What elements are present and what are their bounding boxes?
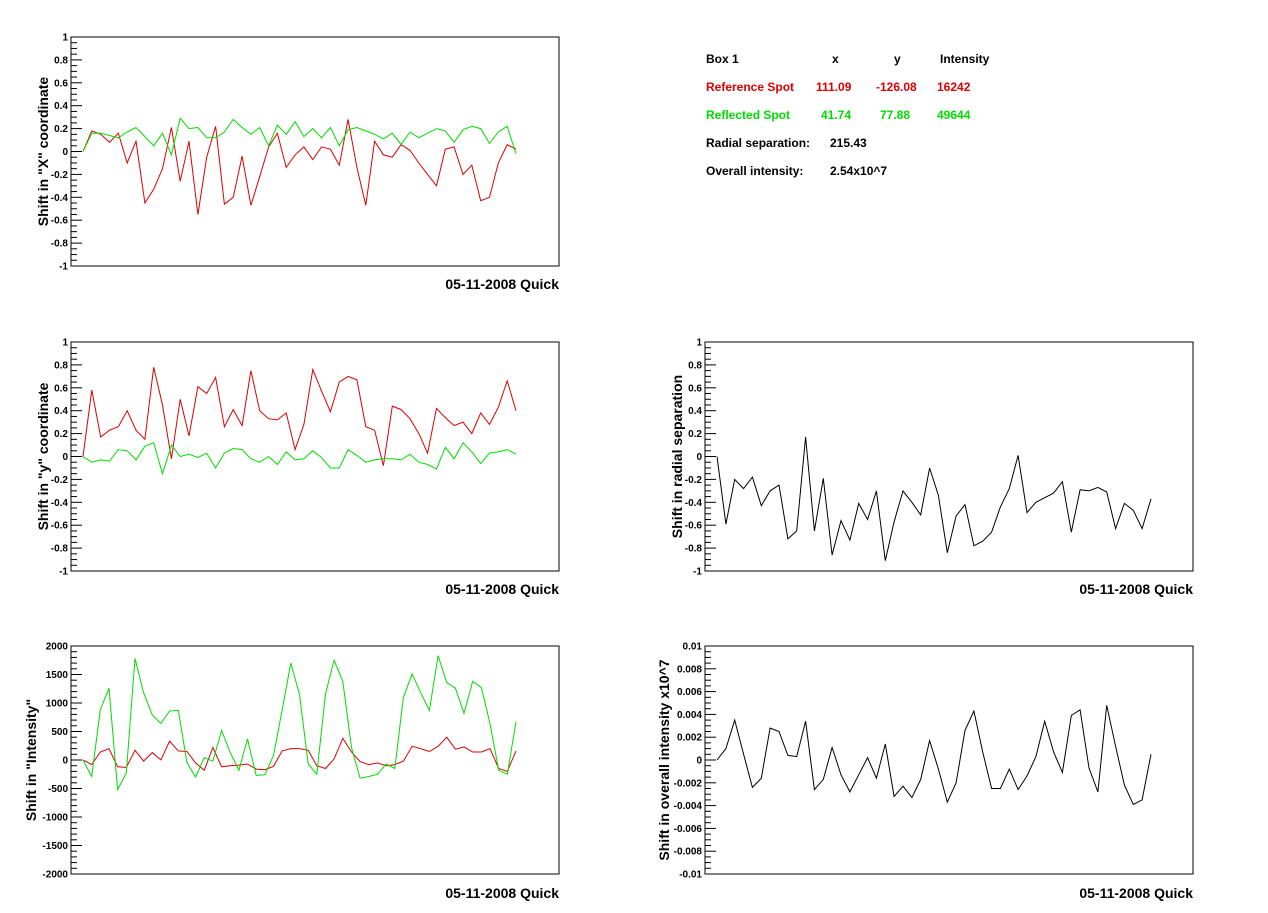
y-tick-label: 1 (62, 338, 68, 349)
y-tick-label: 0.4 (688, 406, 702, 417)
y-tick-label: 0.4 (54, 406, 68, 417)
y-tick-label: -0.004 (674, 801, 703, 812)
y-tick-label: -0.8 (51, 239, 69, 250)
y-tick-label: -1 (693, 567, 702, 578)
y-tick-label: 0.2 (54, 124, 68, 135)
y-axis-label: Shift in overall intensity x10^7 (656, 659, 672, 860)
y-tick-label: -0.6 (51, 521, 69, 532)
reflected-spot-x: 41.74 (821, 108, 852, 122)
y-tick-label: -0.8 (685, 544, 703, 555)
series-line-green (82, 655, 517, 792)
box-label: Box 1 (706, 52, 739, 66)
series-line-black (716, 436, 1152, 561)
y-tick-label: -0.4 (51, 193, 69, 204)
y-tick-label: 0 (62, 147, 68, 158)
reference-spot-intensity: 16242 (937, 80, 971, 94)
y-tick-label: -0.002 (674, 778, 703, 789)
y-tick-label: 1500 (46, 670, 69, 681)
y-tick-label: 0.008 (677, 664, 702, 675)
overall-intensity-value: 2.54x10^7 (830, 164, 888, 178)
y-tick-label: -0.4 (51, 498, 69, 509)
y-tick-label: -0.6 (685, 521, 703, 532)
chart-panel-5: 0.01 0.008 0.006 0.004 0.002 0 -0.002 -0.004 -0.… (656, 642, 1194, 901)
y-axis-label: Shift in radial separation (669, 375, 685, 538)
chart-panel-4: 2000 1500 1000 500 0 -500 -1000 -1500 -2000 Shift… (23, 642, 560, 901)
chart-panel-2: 1 0.8 0.6 0.4 0.2 0 -0.2 -0.4 -0.6 -0.8 -1 Shift in… (35, 338, 560, 597)
y-tick-label: 0.01 (683, 642, 703, 653)
y-tick-label: 0 (696, 452, 702, 463)
intensity-column-header: Intensity (940, 52, 990, 66)
footer-label: 05-11-2008 Quick (445, 581, 559, 597)
series-line-green (82, 117, 517, 157)
reference-spot-label: Reference Spot (706, 80, 795, 94)
y-axis-label: Shift in "y" coordinate (35, 382, 51, 530)
x-column-header: x (832, 52, 839, 66)
y-tick-label: 0.6 (688, 383, 702, 394)
y-tick-label: -1 (59, 262, 68, 273)
y-tick-label: -0.01 (679, 870, 702, 881)
y-tick-label: -0.2 (51, 170, 69, 181)
y-tick-label: 0.6 (54, 78, 68, 89)
reflected-spot-y: 77.88 (880, 108, 911, 122)
y-column-header: y (894, 52, 901, 66)
y-tick-label: 0.2 (54, 429, 68, 440)
y-tick-label: 0.8 (54, 360, 68, 371)
y-tick-label: 1 (62, 33, 68, 44)
y-tick-label: 0.6 (54, 383, 68, 394)
y-tick-label: 0.8 (688, 360, 702, 371)
plot-frame (704, 645, 1194, 875)
plot-frame (704, 341, 1194, 572)
chart-panel-1: 1 0.8 0.6 0.4 0.2 0 -0.2 -0.4 -0.6 -0.8 -1 Shift in… (35, 33, 560, 292)
y-tick-label: -0.8 (51, 544, 69, 555)
series-line-red (82, 736, 517, 773)
series-line-black (716, 705, 1152, 806)
y-tick-label: -2000 (42, 870, 68, 881)
series-line-green (82, 441, 517, 476)
series-line-red (82, 119, 517, 215)
footer-label: 05-11-2008 Quick (445, 885, 559, 901)
y-tick-label: -1 (59, 567, 68, 578)
chart-panel-3: 1 0.8 0.6 0.4 0.2 0 -0.2 -0.4 -0.6 -0.8 -1 Shift in… (669, 338, 1194, 597)
y-tick-label: -0.006 (674, 824, 703, 835)
y-tick-label: -0.2 (51, 475, 69, 486)
y-tick-label: 0 (62, 452, 68, 463)
y-tick-label: -0.2 (685, 475, 703, 486)
y-tick-label: -0.4 (685, 498, 703, 509)
reflected-spot-label: Reflected Spot (706, 108, 791, 122)
y-axis-label: Shift in "X" coordinate (35, 77, 51, 227)
radial-separation-value: 215.43 (830, 136, 867, 150)
y-tick-label: 0 (62, 756, 68, 767)
reference-spot-x: 111.09 (816, 80, 852, 94)
y-tick-label: 0.4 (54, 101, 68, 112)
y-tick-label: 0.8 (54, 55, 68, 66)
y-tick-label: 0.004 (677, 710, 702, 721)
y-tick-label: -1000 (42, 813, 68, 824)
y-tick-label: 1 (696, 338, 702, 349)
plot-frame (70, 341, 560, 572)
y-tick-label: 500 (51, 727, 68, 738)
reference-spot-y: -126.08 (876, 80, 917, 94)
y-tick-label: 0 (696, 756, 702, 767)
y-tick-label: 2000 (46, 642, 69, 653)
plot-frame (70, 36, 560, 267)
y-tick-label: 1000 (46, 699, 69, 710)
footer-label: 05-11-2008 Quick (1079, 885, 1193, 901)
y-tick-label: -0.008 (674, 847, 703, 858)
y-axis-label: Shift in "Intensity" (23, 699, 39, 821)
y-tick-label: -1500 (42, 841, 68, 852)
y-tick-label: -0.6 (51, 216, 69, 227)
footer-label: 05-11-2008 Quick (445, 276, 559, 292)
y-tick-label: 0.006 (677, 687, 702, 698)
y-tick-label: 0.002 (677, 733, 702, 744)
y-tick-label: -500 (48, 784, 68, 795)
series-line-red (82, 367, 517, 466)
reflected-spot-intensity: 49644 (937, 108, 971, 122)
footer-label: 05-11-2008 Quick (1079, 581, 1193, 597)
overall-intensity-label: Overall intensity: (706, 164, 804, 178)
y-tick-label: 0.2 (688, 429, 702, 440)
radial-separation-label: Radial separation: (706, 136, 811, 150)
